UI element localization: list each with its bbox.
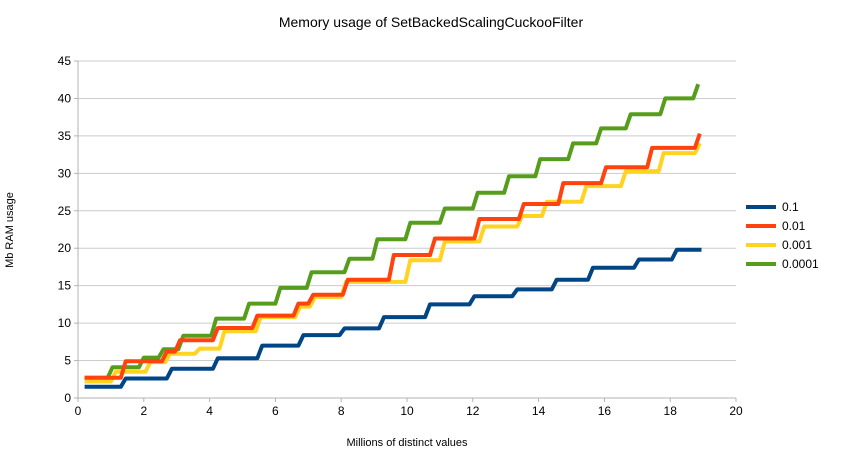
x-tick-label: 18: [664, 404, 678, 418]
x-tick-label: 8: [338, 404, 345, 418]
legend-swatch: [746, 204, 776, 209]
y-tick-label: 0: [64, 391, 71, 405]
legend-label: 0.01: [782, 218, 806, 233]
x-tick-label: 2: [140, 404, 147, 418]
y-tick-label: 35: [58, 129, 72, 143]
legend-swatch: [746, 223, 776, 228]
x-tick-label: 16: [598, 404, 612, 418]
legend-item-0.01: 0.01: [746, 216, 819, 235]
y-tick-label: 30: [58, 166, 72, 180]
legend-item-0.001: 0.001: [746, 235, 819, 254]
x-tick-label: 12: [466, 404, 480, 418]
chart-title: Memory usage of SetBackedScalingCuckooFi…: [278, 14, 584, 30]
legend-swatch: [746, 261, 776, 266]
legend: 0.1 0.01 0.001 0.0001: [746, 197, 819, 273]
legend-item-0.1: 0.1: [746, 197, 819, 216]
x-tick-label: 10: [400, 404, 414, 418]
y-tick-label: 20: [58, 241, 72, 255]
series-line-0.1: [84, 247, 702, 389]
y-tick-label: 45: [58, 54, 72, 68]
y-tick-label: 15: [58, 279, 72, 293]
y-tick-label: 5: [64, 354, 71, 368]
x-tick-label: 20: [729, 404, 743, 418]
legend-label: 0.1: [782, 199, 799, 214]
y-tick-label: 40: [58, 91, 72, 105]
x-axis-title: Millions of distinct values: [346, 437, 468, 449]
legend-label: 0.001: [782, 237, 813, 252]
x-tick-label: 14: [532, 404, 546, 418]
legend-swatch: [746, 242, 776, 247]
y-tick-label: 25: [58, 204, 72, 218]
legend-label: 0.0001: [782, 256, 819, 271]
legend-item-0.0001: 0.0001: [746, 254, 819, 273]
x-tick-label: 6: [272, 404, 279, 418]
y-tick-label: 10: [58, 316, 72, 330]
x-tick-label: 0: [75, 404, 82, 418]
series-line-0.0001: [84, 83, 701, 380]
x-tick-label: 4: [206, 404, 213, 418]
series-line-0.01: [84, 132, 702, 380]
